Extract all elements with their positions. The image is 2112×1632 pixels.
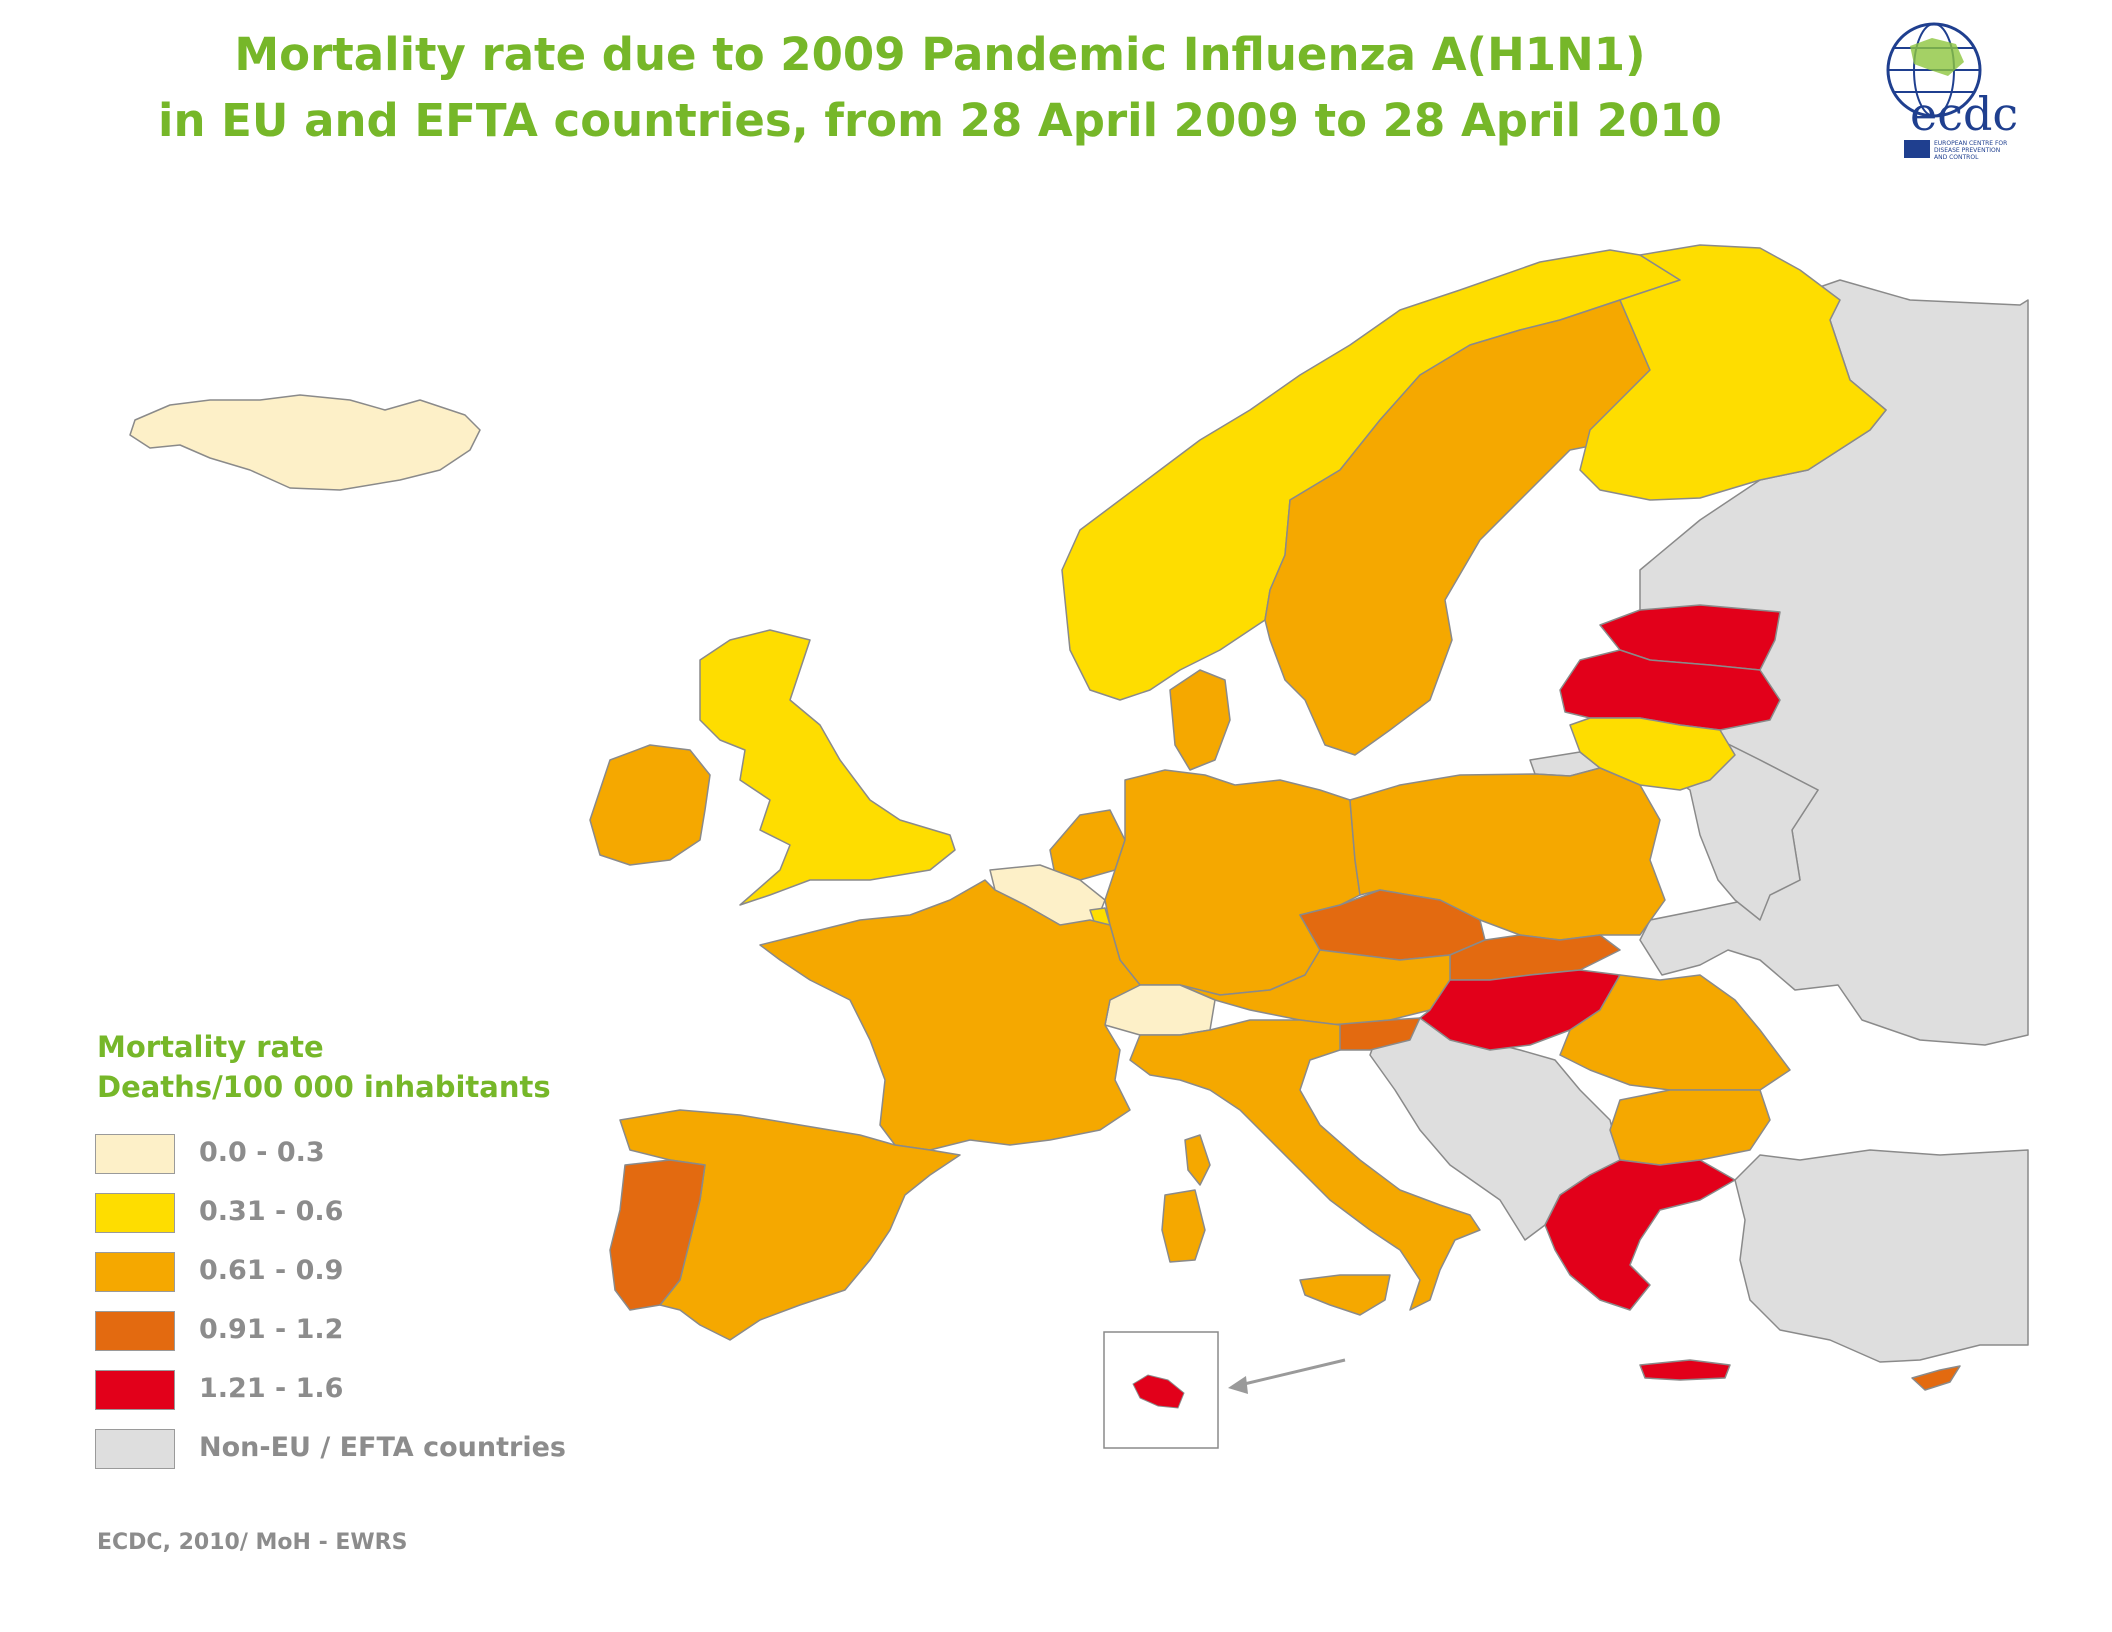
logo-subtext-3: AND CONTROL: [1934, 154, 1979, 161]
ecdc-logo: ecdc EUROPEAN CENTRE FOR DISEASE PREVENT…: [1886, 22, 2018, 161]
country-france: [759, 879, 1141, 1151]
legend-item-5: Non-EU / EFTA countries: [95, 1429, 695, 1473]
legend-label-3: 0.91 - 1.2: [199, 1314, 344, 1345]
country-bulgaria: [1609, 1089, 1771, 1166]
legend-label-4: 1.21 - 1.6: [199, 1373, 344, 1404]
country-finland: [1579, 244, 1887, 501]
title-line-1: Mortality rate due to 2009 Pandemic Infl…: [234, 28, 1646, 81]
malta-inset-arrow: [1239, 1358, 1346, 1387]
country-iceland: [129, 394, 481, 491]
legend-title-line-1: Mortality rate: [97, 1030, 324, 1064]
legend-item-2: 0.61 - 0.9: [95, 1252, 695, 1296]
legend-item-0: 0.0 - 0.3: [95, 1134, 695, 1178]
legend-item-1: 0.31 - 0.6: [95, 1193, 695, 1237]
legend-label-1: 0.31 - 0.6: [199, 1196, 344, 1227]
legend-swatch-3: [95, 1311, 175, 1351]
country-italy: [1129, 1019, 1481, 1311]
legend-swatch-5: [95, 1429, 175, 1469]
legend-swatch-4: [95, 1370, 175, 1410]
country-malta: [1132, 1374, 1185, 1409]
legend-label-2: 0.61 - 0.9: [199, 1255, 344, 1286]
country-netherlands: [1049, 809, 1126, 881]
legend-item-4: 1.21 - 1.6: [95, 1370, 695, 1414]
country-greece: [1544, 1159, 1736, 1311]
country-denmark: [1169, 669, 1231, 771]
country-corsica: [1184, 1134, 1211, 1186]
title-line-2: in EU and EFTA countries, from 28 April …: [158, 94, 1722, 147]
legend-swatch-1: [95, 1193, 175, 1233]
logo-subtext-1: EUROPEAN CENTRE FOR: [1934, 140, 2007, 147]
logo-subtext-2: DISEASE PREVENTION: [1934, 147, 2000, 154]
country-cyprus: [1911, 1365, 1961, 1391]
country-romania: [1559, 974, 1791, 1091]
malta-inset-arrowhead: [1228, 1376, 1248, 1394]
legend-swatch-0: [95, 1134, 175, 1174]
legend-title-line-2: Deaths/100 000 inhabitants: [97, 1070, 551, 1104]
country-united-kingdom: [699, 629, 956, 906]
legend-title: Mortality rate Deaths/100 000 inhabitant…: [97, 1027, 551, 1107]
legend-label-0: 0.0 - 0.3: [199, 1137, 325, 1168]
country-sweden: [1264, 299, 1661, 756]
country-austria: [1179, 949, 1451, 1026]
country-sardinia: [1161, 1189, 1206, 1263]
legend-item-3: 0.91 - 1.2: [95, 1311, 695, 1355]
logo-text: ecdc: [1910, 87, 2018, 141]
map-title: Mortality rate due to 2009 Pandemic Infl…: [150, 22, 1730, 154]
country-crete: [1639, 1359, 1731, 1381]
source-note: ECDC, 2010/ MoH - EWRS: [97, 1530, 408, 1555]
legend-swatch-2: [95, 1252, 175, 1292]
country-portugal: [609, 1159, 706, 1311]
legend-label-5: Non-EU / EFTA countries: [199, 1432, 566, 1463]
country-ireland: [589, 744, 711, 866]
country-turkey: [1734, 1149, 2029, 1363]
country-sicily: [1299, 1274, 1391, 1316]
